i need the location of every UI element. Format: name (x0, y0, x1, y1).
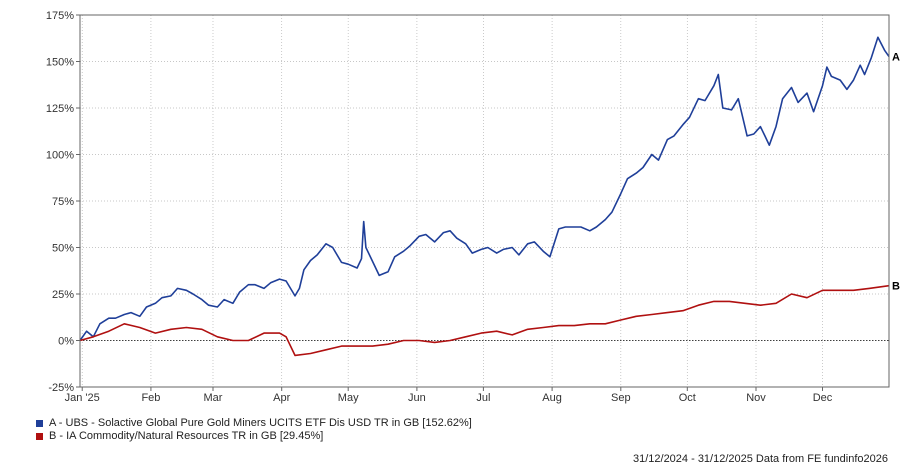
series-line-b (79, 284, 890, 357)
series-line-a (79, 36, 890, 341)
x-tick-label: Feb (141, 392, 160, 404)
legend-swatch-a (36, 420, 43, 427)
y-axis-labels: 175% 150% 125% 100% 75% 50% 25% 0% -25% (46, 10, 74, 394)
source-note: 31/12/2024 - 31/12/2025 Data from FE fun… (632, 453, 888, 465)
legend-swatch-b (36, 433, 43, 440)
legend-item-b: B - IA Commodity/Natural Resources TR in… (36, 430, 472, 443)
line-chart: 175% 150% 125% 100% 75% 50% 25% 0% -25% Jan '25 F… (46, 10, 900, 404)
gridlines (76, 14, 889, 391)
x-tick-label: Jun (408, 392, 426, 404)
y-tick-label: 125% (46, 103, 74, 115)
y-tick-label: 75% (52, 196, 74, 208)
x-tick-label: Apr (273, 392, 290, 404)
x-tick-label: Dec (813, 392, 833, 404)
y-tick-label: 25% (52, 289, 74, 301)
x-axis-labels: Jan '25 Feb Mar Apr May Jun Jul Aug Sep Oct Nov Dec (65, 392, 833, 404)
y-tick-label: -25% (48, 382, 74, 394)
x-tick-label: Jul (476, 392, 490, 404)
end-markers: AB (892, 52, 900, 293)
x-tick-label: Nov (746, 392, 766, 404)
x-tick-label: Jan '25 (65, 392, 100, 404)
y-tick-label: 50% (52, 243, 74, 255)
series-lines (79, 36, 890, 357)
x-tick-label: Aug (542, 392, 562, 404)
y-tick-label: 175% (46, 10, 74, 22)
y-tick-label: 150% (46, 57, 74, 69)
y-tick-label: 0% (58, 336, 74, 348)
x-tick-label: Oct (679, 392, 696, 404)
legend: A - UBS - Solactive Global Pure Gold Min… (36, 417, 472, 443)
end-marker-a: A (892, 52, 900, 64)
legend-item-a: A - UBS - Solactive Global Pure Gold Min… (36, 417, 472, 430)
legend-label-b: B - IA Commodity/Natural Resources TR in… (49, 430, 324, 442)
plot-frame (79, 14, 890, 388)
legend-label-a: A - UBS - Solactive Global Pure Gold Min… (49, 417, 472, 429)
end-marker-b: B (892, 281, 900, 293)
x-tick-label: Sep (611, 392, 631, 404)
y-tick-label: 100% (46, 150, 74, 162)
x-tick-label: May (338, 392, 359, 404)
x-tick-label: Mar (204, 392, 223, 404)
